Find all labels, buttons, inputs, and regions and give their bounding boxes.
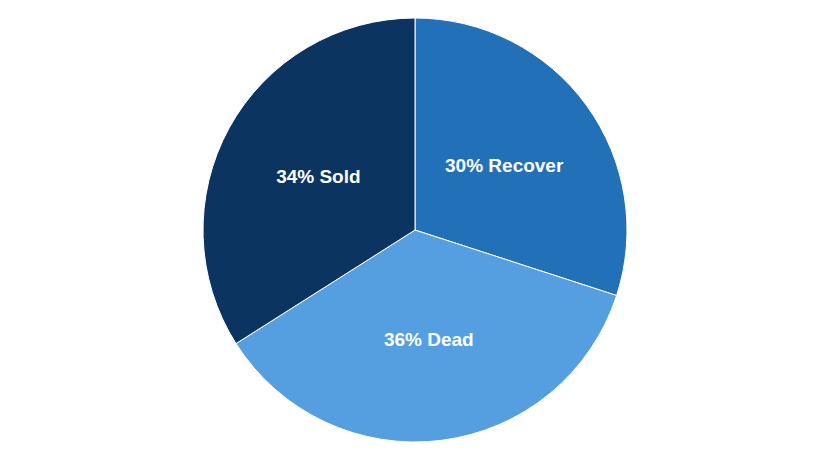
svg-text:30% Recover: 30% Recover	[445, 155, 564, 176]
svg-text:34% Sold: 34% Sold	[276, 166, 360, 187]
svg-text:36% Dead: 36% Dead	[384, 329, 474, 350]
